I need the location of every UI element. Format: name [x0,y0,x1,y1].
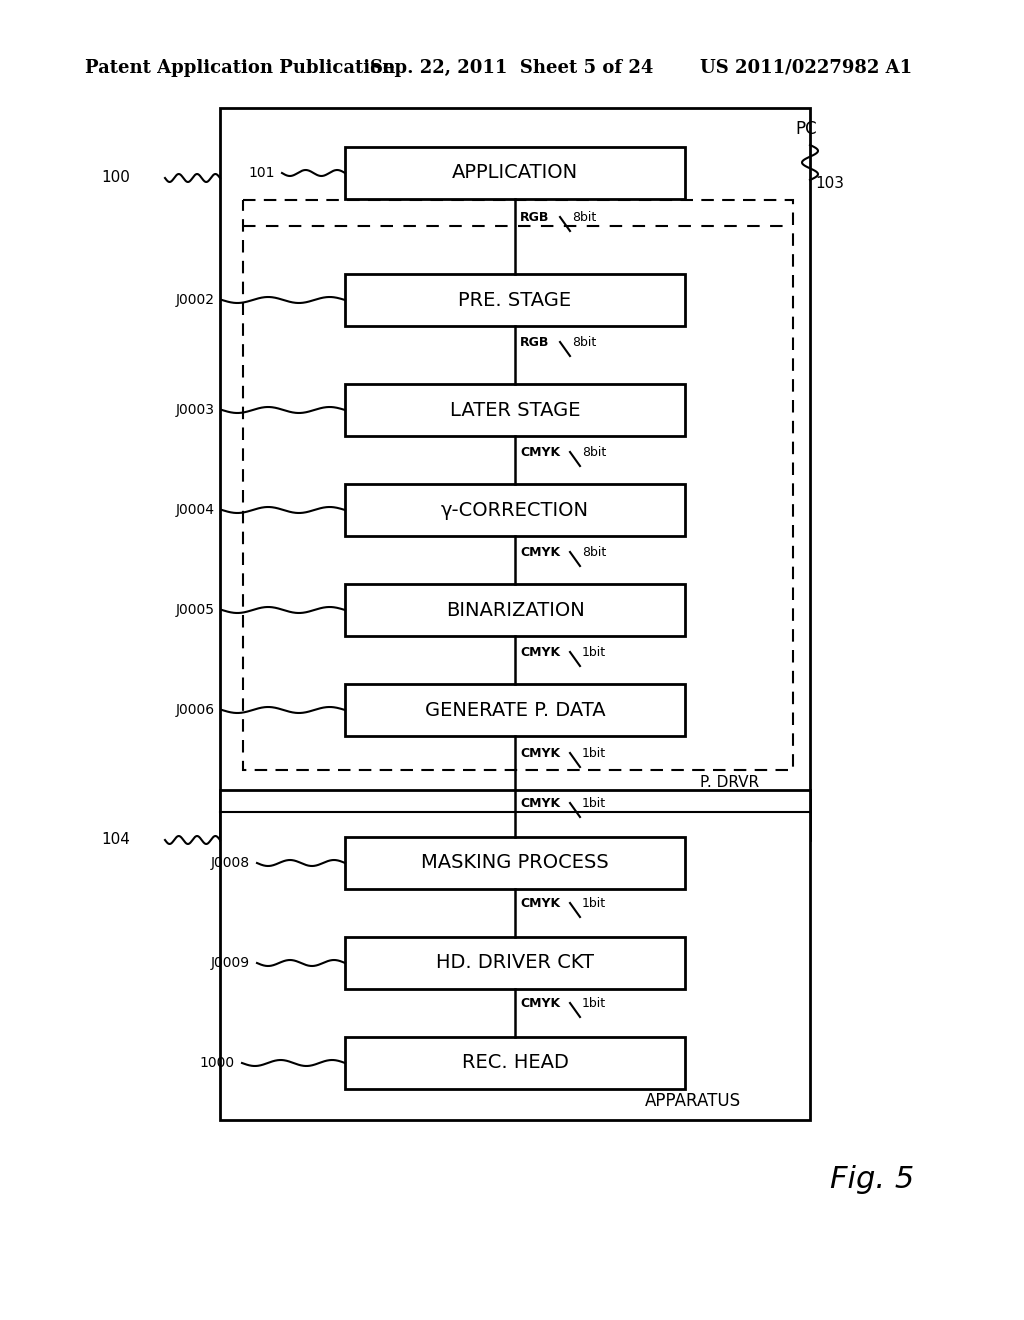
Text: GENERATE P. DATA: GENERATE P. DATA [425,701,605,719]
Text: HD. DRIVER CKT: HD. DRIVER CKT [436,953,594,973]
Text: 8bit: 8bit [582,446,606,459]
Text: Sep. 22, 2011  Sheet 5 of 24: Sep. 22, 2011 Sheet 5 of 24 [370,59,653,77]
Text: RGB: RGB [520,337,549,348]
Text: CMYK: CMYK [520,645,560,659]
Text: 8bit: 8bit [572,211,596,224]
Text: J0008: J0008 [211,855,250,870]
Text: LATER STAGE: LATER STAGE [450,400,581,420]
Text: APPLICATION: APPLICATION [452,164,579,182]
Bar [345,1038,685,1089]
Text: 8bit: 8bit [582,546,606,558]
Text: PC: PC [795,120,816,139]
Text: 8bit: 8bit [572,337,596,348]
Text: J0006: J0006 [176,704,215,717]
Bar [345,275,685,326]
Text: J0003: J0003 [176,403,215,417]
Text: 1bit: 1bit [582,997,606,1010]
Text: 1bit: 1bit [582,747,606,760]
Text: 1000: 1000 [200,1056,234,1071]
Text: CMYK: CMYK [520,747,560,760]
Text: REC. HEAD: REC. HEAD [462,1053,568,1072]
Bar [220,789,810,1119]
Text: J0004: J0004 [176,503,215,517]
Text: 1bit: 1bit [582,898,606,909]
Text: US 2011/0227982 A1: US 2011/0227982 A1 [700,59,912,77]
Bar [345,384,685,436]
Text: 1bit: 1bit [582,645,606,659]
Text: J0009: J0009 [211,956,250,970]
Text: J0002: J0002 [176,293,215,308]
Bar [243,201,793,770]
Text: 100: 100 [101,170,130,186]
Text: Patent Application Publication: Patent Application Publication [85,59,395,77]
Text: CMYK: CMYK [520,997,560,1010]
Bar [345,684,685,737]
Text: CMYK: CMYK [520,446,560,459]
Text: CMYK: CMYK [520,898,560,909]
Bar [345,484,685,536]
Text: γ-CORRECTION: γ-CORRECTION [441,500,589,520]
Text: MASKING PROCESS: MASKING PROCESS [421,854,609,873]
Bar [345,837,685,888]
Text: CMYK: CMYK [520,797,560,810]
Text: 103: 103 [815,176,844,190]
Bar [345,147,685,199]
Bar [345,937,685,989]
Text: RGB: RGB [520,211,549,224]
Bar [345,583,685,636]
Text: 101: 101 [249,166,275,180]
Text: J0005: J0005 [176,603,215,616]
Text: BINARIZATION: BINARIZATION [445,601,585,619]
Text: 104: 104 [101,833,130,847]
Text: PRE. STAGE: PRE. STAGE [459,290,571,309]
Text: P. DRVR: P. DRVR [700,775,759,789]
Text: CMYK: CMYK [520,546,560,558]
Text: 1bit: 1bit [582,797,606,810]
Text: Fig. 5: Fig. 5 [830,1166,914,1195]
Bar [220,108,810,840]
Text: APPARATUS: APPARATUS [645,1092,741,1110]
